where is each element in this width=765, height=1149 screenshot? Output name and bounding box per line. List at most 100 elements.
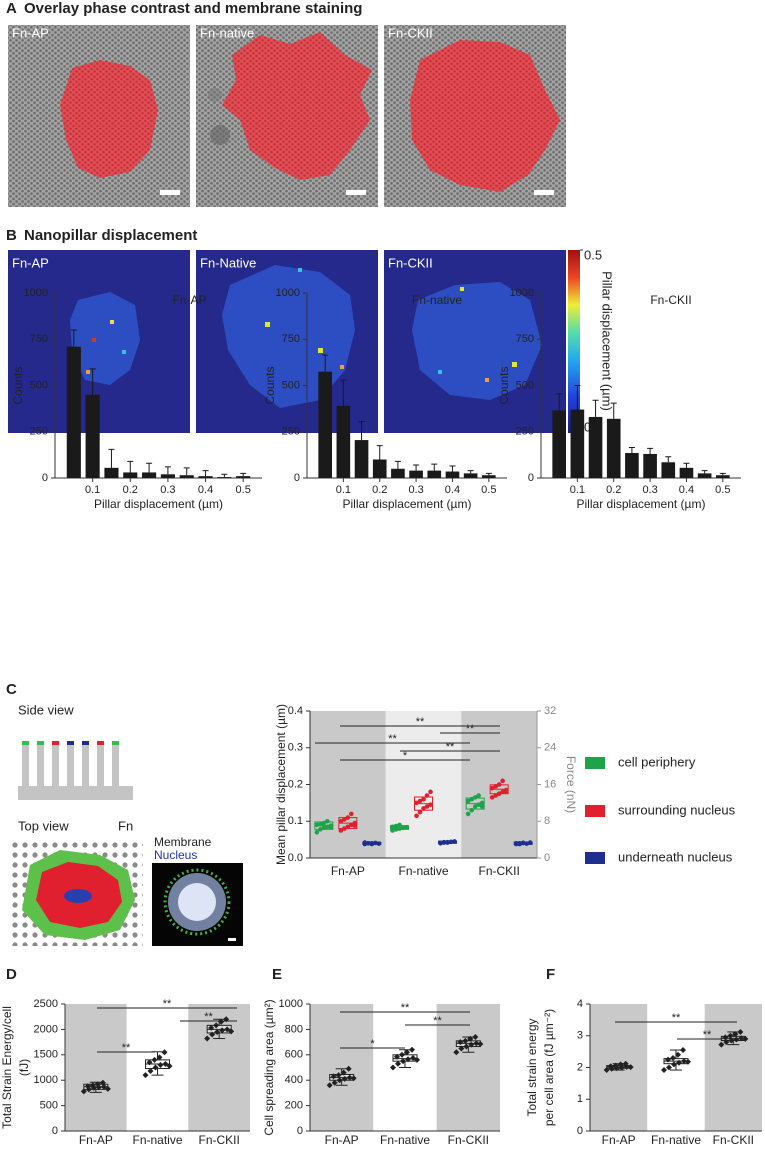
- bar: [679, 467, 694, 478]
- data-point: [670, 1054, 676, 1061]
- error-bar: [70, 329, 77, 347]
- data-point: [345, 1065, 352, 1072]
- y-axis-label: Counts: [11, 366, 25, 404]
- x-tick-label: Fn-AP: [602, 1133, 636, 1147]
- data-point: [321, 825, 327, 831]
- data-point: [214, 1028, 221, 1035]
- legend-swatch: [585, 757, 605, 769]
- data-point: [318, 821, 323, 827]
- tick-label: 8: [544, 815, 550, 827]
- data-point: [394, 1053, 400, 1060]
- y-axis-label: Cell spreading area (µm²): [262, 999, 276, 1135]
- data-point: [157, 1061, 164, 1068]
- tick-label: 0: [528, 472, 534, 484]
- data-point: [496, 782, 502, 787]
- data-point: [465, 798, 471, 804]
- error-bar: [556, 393, 563, 411]
- bar: [217, 477, 232, 478]
- colorbar-tick-label: 0.5: [584, 247, 602, 262]
- tick-label: 0: [544, 852, 550, 864]
- data-point: [479, 804, 485, 809]
- data-point: [524, 841, 529, 846]
- data-point: [404, 824, 409, 830]
- data-point: [104, 1085, 111, 1092]
- tick-label: 16: [544, 778, 556, 790]
- data-point: [340, 1069, 347, 1076]
- tick-label: 0.1: [288, 815, 303, 827]
- tick-label: 750: [30, 333, 48, 345]
- data-point: [685, 1058, 691, 1065]
- tick-label: 2000: [34, 1023, 58, 1035]
- data-point: [493, 784, 498, 789]
- y-axis-label: Counts: [263, 366, 277, 404]
- diagram-label: Side view: [18, 702, 74, 717]
- error-bar: [485, 472, 492, 476]
- colorbar-tick-label: 0: [584, 419, 591, 434]
- image-label: Fn-AP: [12, 255, 49, 270]
- diagram-label: Top view: [18, 818, 69, 833]
- data-point: [473, 1040, 480, 1047]
- diagram-label: Membrane: [154, 835, 212, 849]
- category-band: [436, 1004, 500, 1131]
- data-point: [617, 1061, 624, 1068]
- image-label: Fn-CKII: [388, 255, 433, 270]
- bar: [445, 471, 460, 478]
- phase-image: Fn-AP: [8, 25, 190, 207]
- bar: [697, 473, 712, 478]
- bar: [661, 462, 676, 478]
- data-point: [722, 1034, 729, 1041]
- data-point: [223, 1016, 230, 1023]
- bar: [198, 476, 213, 478]
- data-point: [737, 1028, 744, 1035]
- data-point: [393, 827, 399, 832]
- data-point: [151, 1056, 158, 1063]
- data-point: [448, 839, 454, 845]
- x-tick-label: Fn-native: [380, 1133, 430, 1147]
- error-bar: [394, 460, 401, 469]
- data-point: [452, 839, 457, 844]
- diagram-label: Nucleus: [154, 848, 197, 862]
- x-tick-label: Fn-AP: [79, 1133, 113, 1147]
- tick-label: 500: [516, 379, 534, 391]
- significance-label: **: [416, 716, 425, 728]
- tick-label: 0.4: [288, 705, 303, 717]
- diagram-label: Fn: [118, 818, 133, 833]
- data-point: [100, 1083, 107, 1090]
- tick-label: 3: [577, 1030, 583, 1042]
- data-point: [503, 789, 509, 795]
- tick-label: 800: [285, 1023, 303, 1035]
- data-point: [676, 1059, 682, 1066]
- data-point: [463, 1043, 470, 1050]
- data-point: [213, 1022, 220, 1029]
- x-tick-label: Fn-native: [132, 1133, 182, 1147]
- data-point: [417, 798, 423, 804]
- data-point: [612, 1062, 619, 1069]
- data-point: [681, 1058, 687, 1065]
- tick-label: 250: [30, 426, 48, 438]
- tick-label: 250: [516, 426, 534, 438]
- data-point: [489, 795, 495, 800]
- error-bar: [89, 368, 96, 395]
- data-point: [321, 820, 327, 826]
- data-point: [462, 1037, 469, 1044]
- data-point: [166, 1062, 173, 1069]
- y-axis-label: (fJ): [17, 1059, 31, 1076]
- x-tick-label: Fn-native: [398, 864, 448, 878]
- top-view-diagram: [8, 838, 143, 946]
- data-point: [397, 822, 402, 828]
- data-point: [527, 840, 533, 845]
- tick-label: 1500: [34, 1049, 58, 1061]
- tick-label: 0: [52, 1125, 58, 1137]
- category-band: [704, 1004, 762, 1131]
- tick-label: 0.2: [606, 484, 621, 496]
- data-point: [99, 1079, 106, 1086]
- data-point: [438, 840, 443, 846]
- tick-label: 0.2: [288, 778, 303, 790]
- data-point: [152, 1064, 159, 1071]
- tick-label: 0.4: [198, 484, 213, 496]
- data-point: [400, 1058, 406, 1065]
- tick-label: 1000: [34, 1074, 58, 1086]
- panel-label: E: [272, 966, 282, 983]
- data-point: [209, 1031, 216, 1038]
